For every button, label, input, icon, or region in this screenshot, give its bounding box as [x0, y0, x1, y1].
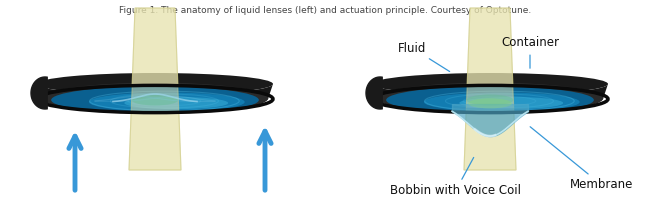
Polygon shape	[37, 84, 273, 113]
Ellipse shape	[460, 97, 563, 109]
Ellipse shape	[372, 73, 608, 95]
Ellipse shape	[386, 86, 594, 114]
Ellipse shape	[42, 83, 268, 113]
Ellipse shape	[124, 97, 228, 109]
Ellipse shape	[377, 83, 603, 113]
Ellipse shape	[51, 86, 259, 114]
Ellipse shape	[131, 95, 178, 105]
Ellipse shape	[467, 95, 514, 105]
Polygon shape	[129, 8, 181, 170]
Ellipse shape	[424, 92, 580, 112]
Text: Bobbin with Voice Coil: Bobbin with Voice Coil	[390, 157, 521, 197]
Polygon shape	[129, 8, 181, 170]
Ellipse shape	[89, 92, 244, 112]
Ellipse shape	[124, 101, 186, 109]
Ellipse shape	[460, 101, 521, 109]
Text: Figure 1. The anatomy of liquid lenses (left) and actuation principle. Courtesy : Figure 1. The anatomy of liquid lenses (…	[119, 6, 531, 15]
Polygon shape	[366, 77, 382, 109]
Polygon shape	[464, 8, 516, 170]
Text: Membrane: Membrane	[530, 127, 633, 191]
Text: Fluid: Fluid	[398, 42, 450, 72]
Text: Container: Container	[501, 36, 559, 68]
Ellipse shape	[468, 98, 512, 108]
Polygon shape	[464, 8, 516, 170]
Ellipse shape	[121, 92, 189, 112]
Ellipse shape	[456, 92, 524, 112]
Ellipse shape	[37, 73, 273, 95]
Polygon shape	[372, 84, 608, 113]
Polygon shape	[31, 77, 47, 109]
